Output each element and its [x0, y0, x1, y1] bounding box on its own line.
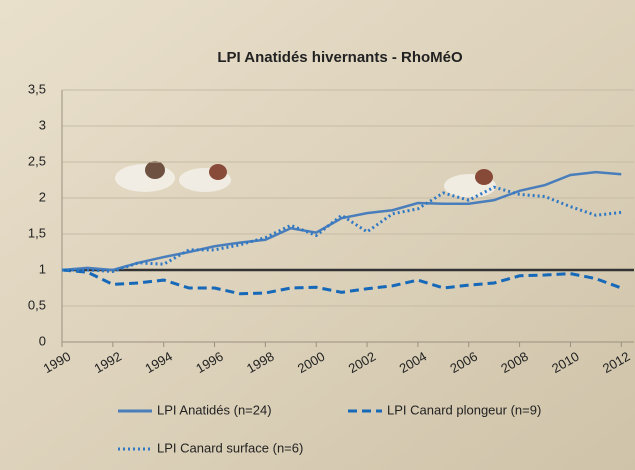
background — [0, 0, 635, 470]
legend-label: LPI Canard plongeur (n=9) — [387, 402, 541, 417]
y-tick-label: 3 — [39, 117, 46, 132]
y-tick-label: 0 — [39, 333, 46, 348]
chart: LPI Anatidés hivernants - RhoMéO 0 0,5 1 1,… — [0, 0, 635, 470]
legend-label: LPI Anatidés (n=24) — [157, 402, 272, 417]
y-tick-label: 2 — [39, 189, 46, 204]
y-tick-label: 2,5 — [28, 153, 46, 168]
y-tick-label: 3,5 — [28, 81, 46, 96]
chart-title: LPI Anatidés hivernants - RhoMéO — [217, 49, 463, 66]
legend-label: LPI Canard surface (n=6) — [157, 440, 303, 455]
y-tick-label: 1 — [39, 261, 46, 276]
y-tick-label: 0,5 — [28, 297, 46, 312]
y-tick-label: 1,5 — [28, 225, 46, 240]
